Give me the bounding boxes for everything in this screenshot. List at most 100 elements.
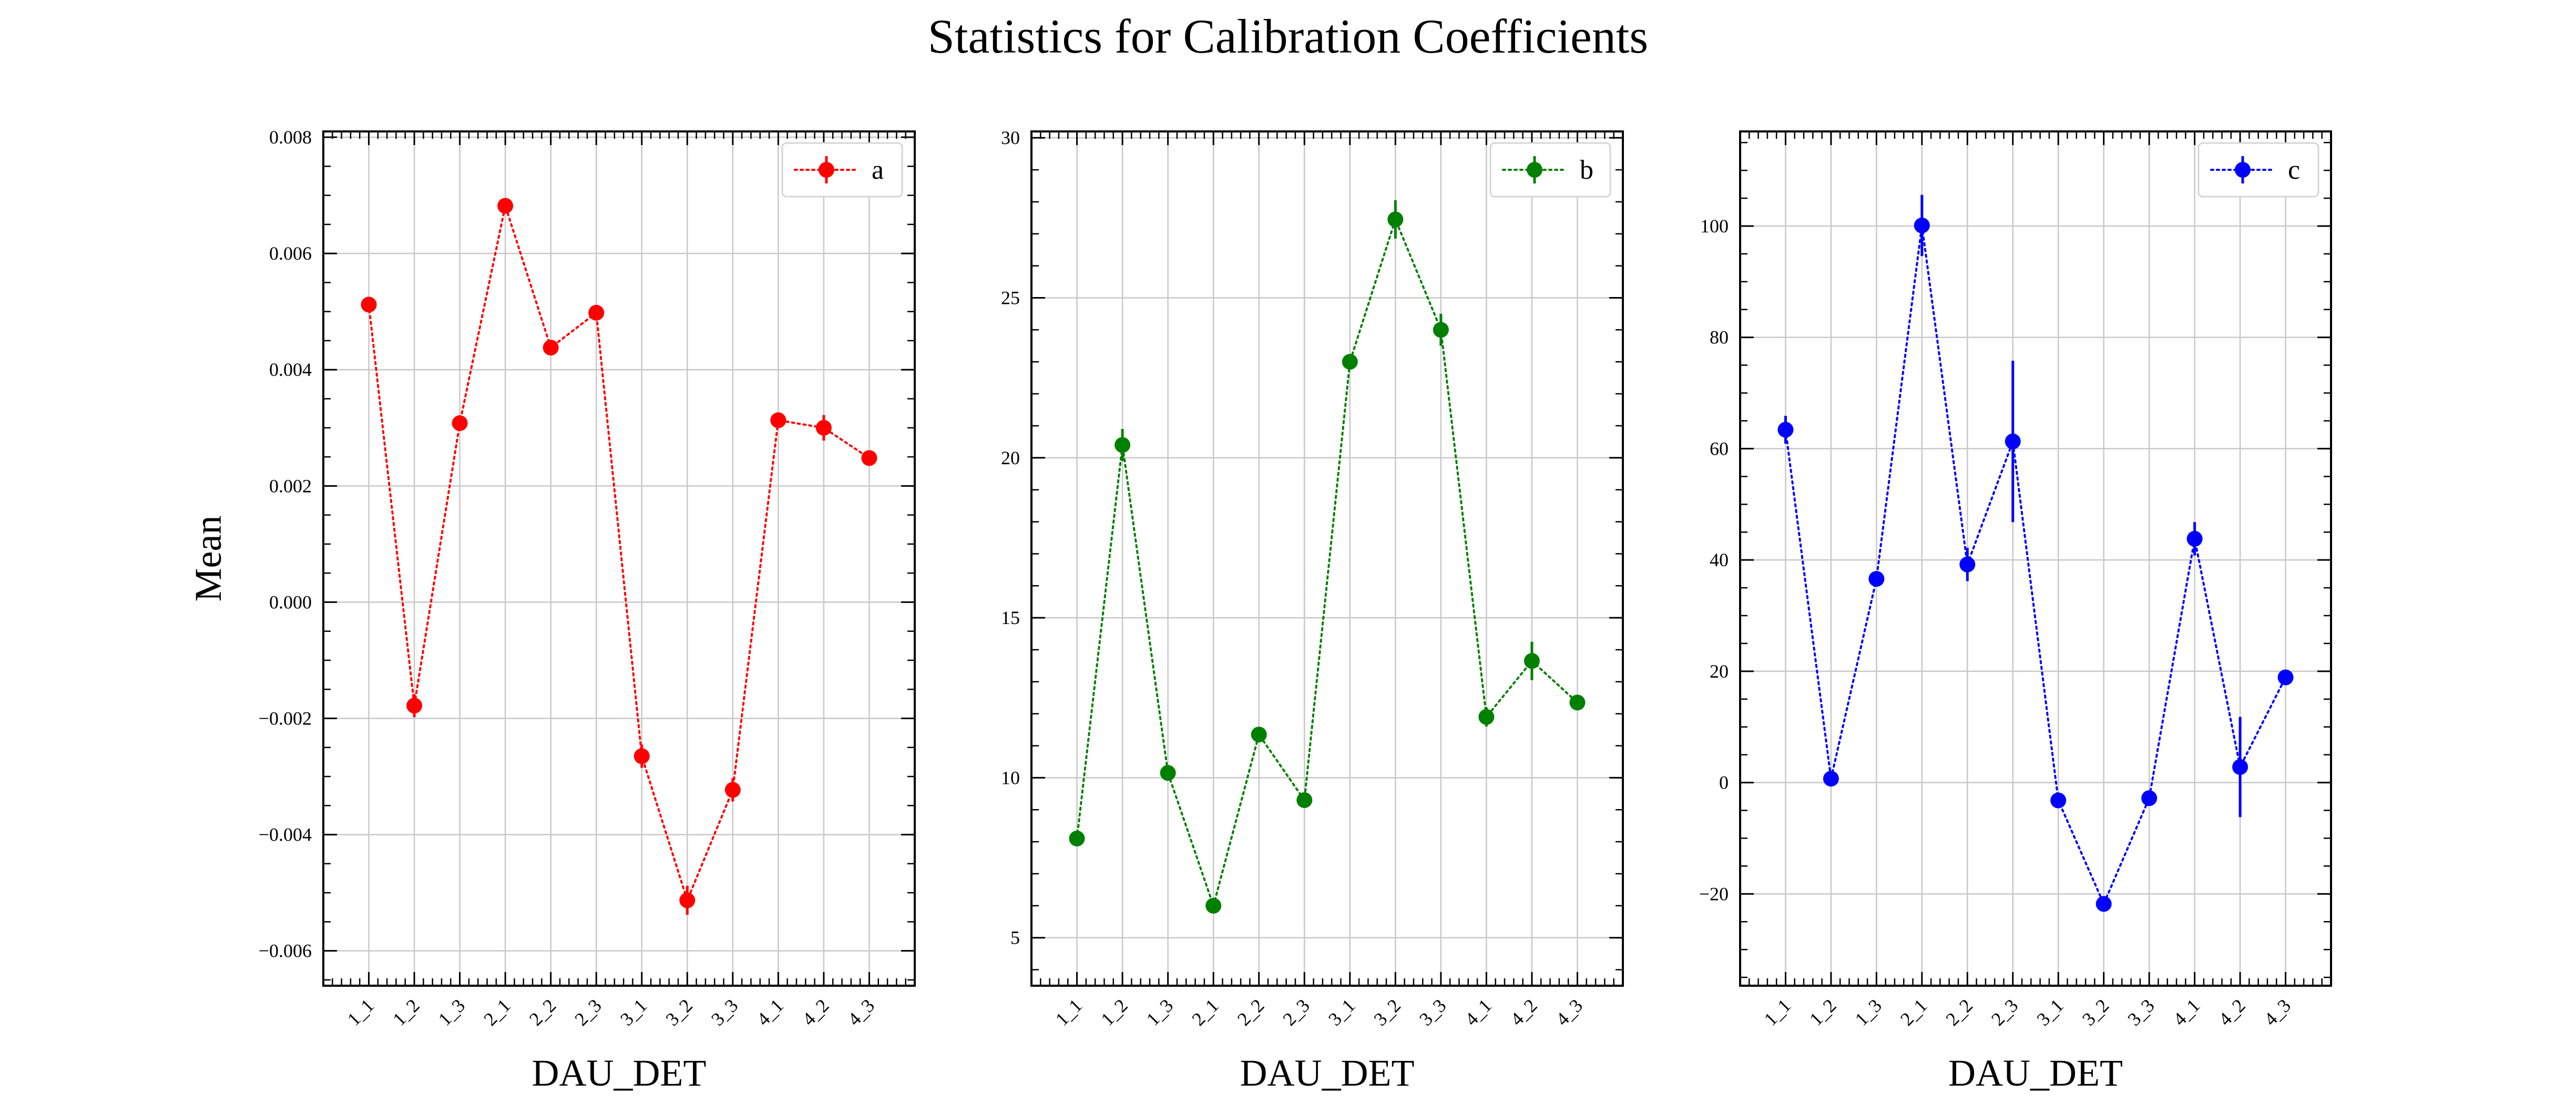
data-point — [724, 782, 741, 798]
x-tick-label: 1_3 — [1142, 995, 1177, 1029]
x-tick-label: 1_2 — [1097, 995, 1131, 1029]
x-tick-label: 4_2 — [798, 995, 833, 1029]
x-tick-label: 1_3 — [434, 995, 469, 1029]
x-tick-label: 3_3 — [707, 995, 742, 1029]
x-tick-label: 4_2 — [1506, 995, 1541, 1029]
x-tick-label: 4_1 — [1461, 995, 1496, 1029]
series-c — [1777, 195, 2294, 912]
grid — [323, 131, 915, 986]
data-point — [1569, 694, 1586, 711]
y-tick-label: 10 — [1001, 767, 1020, 788]
x-tick-label: 2_3 — [570, 995, 605, 1029]
data-point — [497, 198, 514, 214]
x-tick-label: 1_1 — [343, 995, 378, 1029]
data-point — [2186, 530, 2203, 547]
data-point — [1478, 709, 1495, 725]
x-tick-label: 3_3 — [2123, 995, 2158, 1029]
legend: a — [781, 142, 903, 198]
data-point — [1777, 422, 1794, 438]
x-tick-label: 1_1 — [1760, 995, 1795, 1029]
data-point — [2095, 896, 2112, 912]
y-tick-label: 0.004 — [269, 359, 312, 380]
x-tick-label: 2_1 — [479, 995, 514, 1029]
legend-marker — [1527, 162, 1542, 178]
data-point — [452, 415, 468, 431]
subplots: −0.006 −0.004 −0.002 0.000 0.002 0.004 0.006 0.… — [187, 127, 2332, 1094]
y-tick-label: 0.000 — [269, 591, 312, 612]
x-tick-label: 3_3 — [1415, 995, 1450, 1029]
plot-frame — [1030, 130, 1624, 987]
y-tick-label: 0.002 — [269, 475, 312, 496]
x-tick-label: 3_2 — [661, 995, 696, 1029]
data-point — [861, 450, 877, 466]
x-tick-label: 2_3 — [1279, 995, 1313, 1029]
series-b — [1069, 200, 1586, 914]
y-tick-label: 100 — [1700, 216, 1729, 237]
data-point — [406, 698, 423, 714]
y-tick-label: −20 — [1699, 883, 1729, 904]
data-point — [1205, 897, 1222, 914]
x-tick-label: 4_3 — [2260, 995, 2295, 1029]
y-tick-label: 30 — [1001, 127, 1020, 148]
data-point — [1387, 211, 1404, 228]
x-tick-label: 4_1 — [753, 995, 788, 1029]
plot-frame — [322, 130, 916, 987]
data-point — [1868, 571, 1885, 587]
grid — [1740, 131, 2331, 986]
minor-ticks — [1031, 131, 1623, 986]
legend-marker — [2235, 162, 2251, 178]
x-tick-label: 2_1 — [1896, 995, 1931, 1029]
x-tick-label: 4_3 — [844, 995, 878, 1029]
legend-marker — [819, 162, 834, 178]
data-point — [815, 420, 832, 436]
data-point — [1914, 217, 1930, 233]
x-axis-label: DAU_DET — [1948, 1052, 2123, 1094]
data-point — [1160, 765, 1176, 781]
x-axis-label: DAU_DET — [532, 1052, 707, 1094]
data-point — [1251, 727, 1267, 743]
minor-ticks — [1740, 131, 2331, 986]
y-tick-label: 0 — [1719, 772, 1729, 793]
y-tick-label: 15 — [1001, 607, 1020, 628]
x-tick-label: 4_1 — [2169, 995, 2204, 1029]
data-point — [633, 748, 650, 764]
x-tick-label: 2_2 — [525, 995, 560, 1029]
data-point — [770, 412, 786, 428]
series-line — [1784, 225, 2287, 907]
x-axis-label: DAU_DET — [1240, 1052, 1415, 1094]
data-point — [2005, 433, 2021, 449]
y-tick-label: −0.004 — [259, 824, 312, 845]
x-tick-label: 3_2 — [2078, 995, 2113, 1029]
x-tick-label: 2_3 — [1987, 995, 2022, 1029]
x-tick-label: 3_2 — [1369, 995, 1404, 1029]
series-line — [367, 201, 871, 904]
data-point — [588, 304, 605, 321]
y-tick-label: 60 — [1710, 438, 1729, 459]
figure-title: Statistics for Calibration Coefficients — [928, 9, 1648, 63]
data-point — [2232, 759, 2248, 775]
series-a — [361, 198, 877, 915]
legend-label: b — [1580, 155, 1593, 185]
x-tick-label: 1_1 — [1051, 995, 1086, 1029]
y-tick-label: 80 — [1710, 327, 1729, 348]
data-point — [2277, 669, 2294, 686]
subplot-a: −0.006 −0.004 −0.002 0.000 0.002 0.004 0.006 0.… — [187, 127, 916, 1094]
x-tick-label: 2_2 — [1233, 995, 1268, 1029]
data-point — [1823, 771, 1839, 787]
x-tick-label: 1_3 — [1851, 995, 1886, 1029]
y-axis-label: Mean — [187, 516, 229, 602]
legend-label: a — [872, 155, 884, 185]
data-point — [1524, 653, 1540, 669]
x-tick-label: 3_1 — [1324, 995, 1359, 1029]
y-tick-label: −0.006 — [259, 941, 312, 962]
data-point — [1069, 831, 1085, 847]
x-tick-label: 2_1 — [1188, 995, 1222, 1029]
x-tick-label: 3_1 — [616, 995, 651, 1029]
y-tick-label: −0.002 — [259, 708, 312, 729]
legend: c — [2197, 142, 2319, 198]
y-tick-label: 40 — [1710, 549, 1729, 570]
data-point — [1115, 437, 1131, 453]
y-tick-label: 0.008 — [269, 127, 312, 148]
x-tick-label: 2_2 — [1941, 995, 1976, 1029]
